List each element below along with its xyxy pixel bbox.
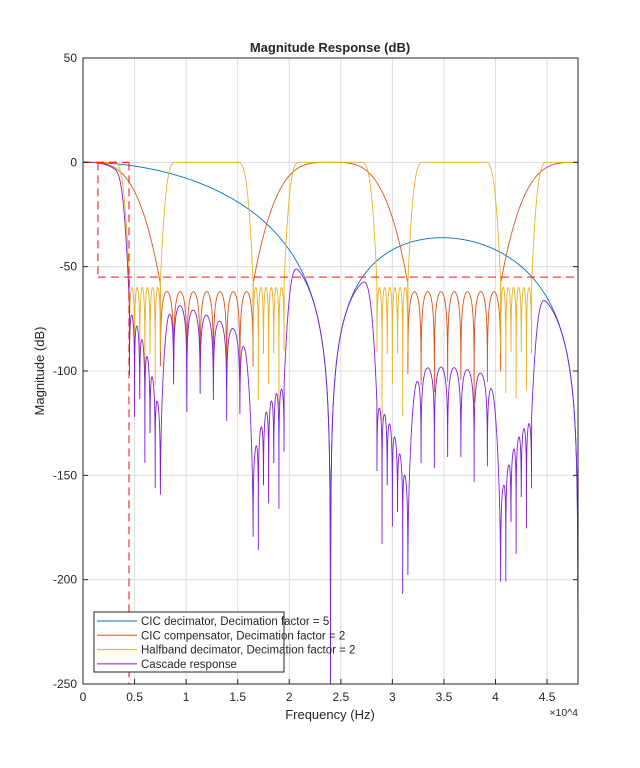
spec-mask — [83, 161, 578, 684]
legend-entry[interactable]: Halfband decimator, Decimation factor = … — [97, 645, 355, 657]
x-exponent-label: ×10^4 — [549, 707, 578, 719]
y-tick-label: -150 — [53, 468, 77, 482]
x-tick-label: 3.5 — [436, 690, 453, 704]
x-tick-label: 3 — [389, 690, 396, 704]
x-tick-label: 1.5 — [229, 690, 246, 704]
curves — [83, 161, 578, 684]
legend-label: Cascade response — [141, 659, 237, 671]
legend-label: Halfband decimator, Decimation factor = … — [141, 645, 355, 657]
cic-decimator-line — [83, 161, 578, 684]
x-tick-label: 0.5 — [126, 690, 143, 704]
legend-entry[interactable]: Cascade response — [97, 659, 237, 671]
ticks: 0 0.5 1 1.5 2 2.5 3 3.5 4 4.5 50 0 -50 -100 -150 -200 -2… — [53, 51, 578, 704]
x-tick-label: 2 — [286, 690, 293, 704]
legend-entry[interactable]: CIC compensator, Decimation factor = 2 — [97, 630, 345, 642]
x-axis-label: Frequency (Hz) — [285, 707, 375, 722]
y-tick-label: -250 — [53, 677, 77, 691]
cascade-response-line — [83, 161, 578, 684]
y-tick-label: 0 — [70, 155, 77, 169]
halfband-decimator-line — [83, 161, 578, 421]
x-tick-label: 1 — [183, 690, 190, 704]
x-tick-label: 2.5 — [332, 690, 349, 704]
y-axis-label: Magnitude (dB) — [32, 327, 47, 416]
legend-label: CIC compensator, Decimation factor = 2 — [141, 630, 345, 642]
x-tick-label: 4.5 — [539, 690, 556, 704]
y-tick-label: -50 — [60, 260, 78, 274]
chart-title: Magnitude Response (dB) — [250, 40, 410, 55]
legend-box — [93, 611, 285, 673]
y-tick-label: 50 — [64, 51, 78, 65]
y-tick-label: -200 — [53, 573, 77, 587]
x-tick-label: 4 — [492, 690, 499, 704]
legend-entry[interactable]: CIC decimator, Decimation factor = 5 — [97, 616, 329, 628]
legend[interactable]: CIC decimator, Decimation factor = 5 CIC … — [93, 611, 355, 673]
x-tick-label: 0 — [80, 690, 87, 704]
y-tick-label: -100 — [53, 364, 77, 378]
legend-label: CIC decimator, Decimation factor = 5 — [141, 616, 329, 628]
